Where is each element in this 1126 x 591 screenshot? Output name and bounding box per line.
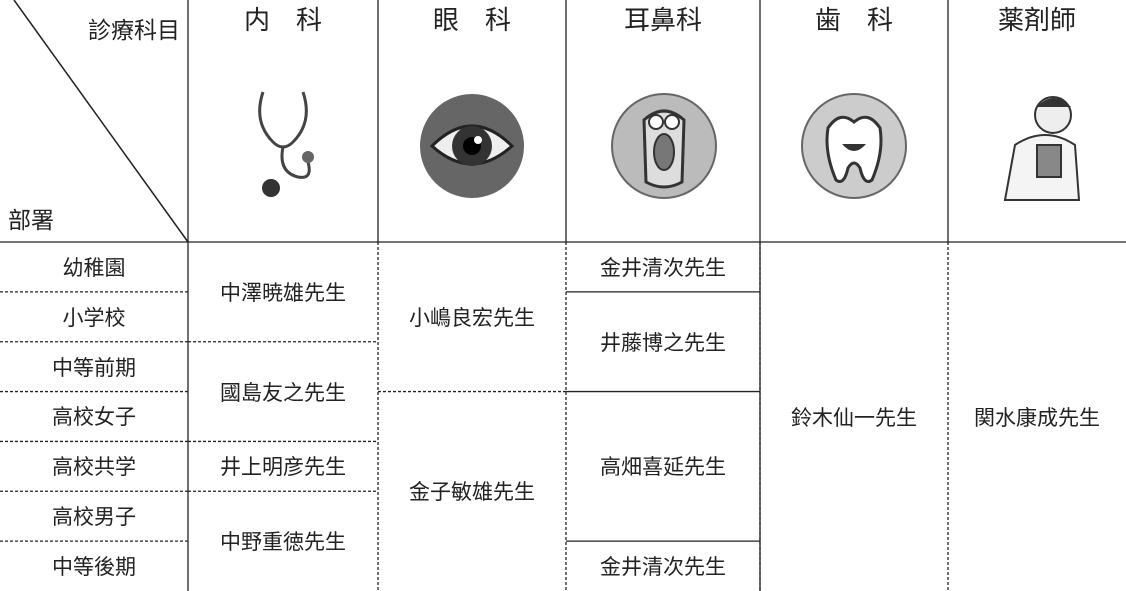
pharmacist-icon <box>1003 96 1081 201</box>
doctor-name: 高畑喜延先生 <box>600 455 726 480</box>
column-header: 内 科 <box>243 6 322 36</box>
doctor-name: 金井清次先生 <box>600 255 726 280</box>
row-label: 高校女子 <box>52 405 136 430</box>
doctor-name: 中野重徳先生 <box>220 530 346 555</box>
doctor-name: 井藤博之先生 <box>600 330 726 355</box>
corner-top-label: 診療科目 <box>88 18 180 44</box>
column-header: 歯 科 <box>814 6 893 36</box>
row-label: 高校男子 <box>52 505 136 530</box>
doctor-name: 小嶋良宏先生 <box>409 305 535 330</box>
doctor-name: 金子敏雄先生 <box>409 480 535 505</box>
doctor-name: 井上明彦先生 <box>220 455 346 480</box>
stethoscope-icon <box>258 91 314 197</box>
doctor-name: 國島友之先生 <box>220 380 346 405</box>
column-header: 薬剤師 <box>997 6 1076 36</box>
corner-diagonal <box>13 0 189 243</box>
row-label: 幼稚園 <box>62 255 126 280</box>
doctor-name: 金井清次先生 <box>600 555 726 580</box>
doctor-name: 鈴木仙一先生 <box>791 405 917 430</box>
row-label: 高校共学 <box>52 455 136 480</box>
ear-nose-icon <box>611 93 717 199</box>
row-label: 中等前期 <box>52 355 136 380</box>
row-label: 中等後期 <box>52 555 136 580</box>
row-label: 小学校 <box>62 305 126 330</box>
doctor-name: 関水康成先生 <box>974 405 1100 430</box>
tooth-icon <box>801 93 907 199</box>
column-header: 眼 科 <box>432 6 511 36</box>
column-header: 耳鼻科 <box>623 6 702 36</box>
eye-icon <box>420 94 524 198</box>
corner-bottom-label: 部署 <box>8 208 54 234</box>
doctor-name: 中澤暁雄先生 <box>220 280 346 305</box>
